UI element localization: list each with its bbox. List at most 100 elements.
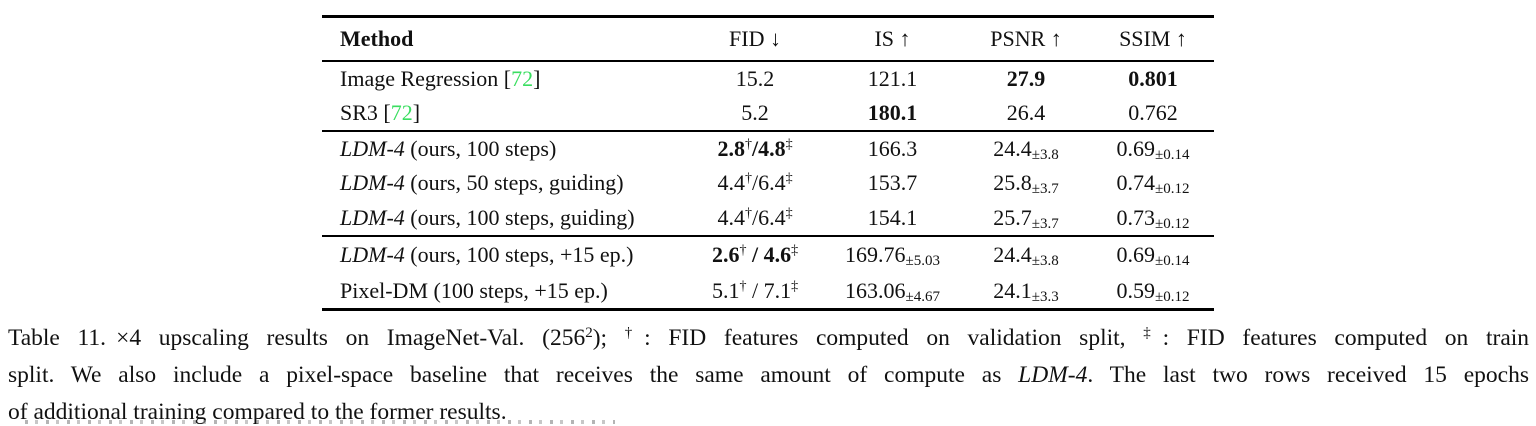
ssim-std: ±0.12 <box>1155 288 1190 305</box>
dagger-icon: † <box>739 243 747 258</box>
dagger-icon: † <box>744 136 752 152</box>
cell-ssim: 0.69±0.14 <box>1092 237 1214 273</box>
cell-fid: 4.4†/6.4‡ <box>685 166 825 201</box>
section-baselines: Image Regression [72] 15.2 121.1 27.9 0.… <box>322 62 1214 130</box>
table-top-rule <box>322 15 1214 18</box>
method-label: (ours, 100 steps, guiding) <box>404 204 635 230</box>
cell-is: 121.1 <box>867 65 918 91</box>
caption-text: ×4 upscaling results on ImageNet-Val. (2… <box>116 325 586 351</box>
cell-ssim: 0.73±0.12 <box>1092 201 1214 236</box>
ssim-std: ±0.14 <box>1155 253 1190 269</box>
psnr-value: 24.4 <box>993 242 1032 267</box>
ssim-value: 0.69 <box>1116 242 1156 267</box>
cell-is: 163.06±4.67 <box>825 273 960 309</box>
fid-value: 6.4 <box>758 170 786 195</box>
table-caption: Table 11. ×4 upscaling results on ImageNe… <box>8 320 1529 426</box>
cell-fid: 4.4†/6.4‡ <box>685 201 825 236</box>
fid-value: 4.4 <box>717 204 745 230</box>
method-label: (ours, 100 steps, +15 ep.) <box>404 242 634 267</box>
dagger-icon: † <box>744 205 752 221</box>
cell-ssim: 0.762 <box>1128 99 1178 125</box>
caption-ldm4-italic: LDM-4 <box>1018 362 1088 388</box>
dagger-icon: † <box>739 278 747 294</box>
double-dagger-icon: ‡ <box>785 136 793 152</box>
method-label: (ours, 50 steps, guiding) <box>404 170 624 195</box>
ssim-std: ±0.14 <box>1155 146 1190 163</box>
row-sr3: SR3 [72] 5.2 180.1 26.4 0.762 <box>322 96 1214 130</box>
cell-is: 166.3 <box>867 135 918 161</box>
cell-ssim: 0.69±0.14 <box>1092 132 1214 167</box>
cell-fid: 5.2 <box>741 99 769 125</box>
fid-value: 5.1 <box>711 277 740 303</box>
cell-method: LDM-4 (ours, 100 steps, +15 ep.) <box>322 237 685 273</box>
header-fid: FID ↓ <box>729 26 781 51</box>
cell-psnr: 25.8±3.7 <box>960 166 1092 201</box>
fid-separator: / <box>751 170 759 195</box>
header-is: IS ↑ <box>874 26 911 51</box>
cell-psnr: 27.9 <box>1006 65 1046 91</box>
ssim-std: ±0.12 <box>1155 215 1190 232</box>
header-ssim: SSIM ↑ <box>1119 26 1187 51</box>
row-ldm4-100-steps-15ep: LDM-4 (ours, 100 steps, +15 ep.) 2.6† / … <box>322 237 1214 273</box>
cell-psnr: 24.4±3.8 <box>960 132 1092 167</box>
table-header-row: Method FID ↓ IS ↑ PSNR ↑ SSIM ↑ <box>322 18 1214 60</box>
cell-is: 169.76±5.03 <box>825 237 960 273</box>
cell-is: 180.1 <box>867 99 918 125</box>
dagger-icon: † <box>624 325 645 341</box>
caption-text: ); <box>592 325 625 351</box>
psnr-std: ±3.7 <box>1031 215 1059 232</box>
cell-psnr: 25.7±3.7 <box>960 201 1092 236</box>
citation-link-72[interactable]: 72 <box>511 65 534 91</box>
fid-value: 7.1 <box>763 277 792 303</box>
double-dagger-icon: ‡ <box>785 171 793 186</box>
header-rule <box>322 60 1214 62</box>
caption-text: split. We also include a pixel-space bas… <box>8 362 1019 388</box>
fid-separator: / <box>746 242 764 267</box>
ssim-value: 0.59 <box>1116 277 1156 303</box>
cell-method: Pixel-DM (100 steps, +15 ep.) <box>322 273 685 309</box>
cell-method: LDM-4 (ours, 50 steps, guiding) <box>322 166 685 201</box>
citation-link-72[interactable]: 72 <box>390 99 413 125</box>
fid-separator: / <box>751 204 759 230</box>
table-bottom-rule <box>322 308 1214 311</box>
citation-bracket: ] <box>412 99 421 125</box>
cell-method: Image Regression [72] <box>322 62 685 96</box>
method-label: (ours, 100 steps) <box>404 135 557 161</box>
is-value: 169.76 <box>845 242 906 267</box>
fid-value: 4.8 <box>758 135 786 161</box>
row-ldm4-50-steps-guiding: LDM-4 (ours, 50 steps, guiding) 4.4†/6.4… <box>322 166 1214 201</box>
method-label-italic: LDM-4 <box>340 204 405 230</box>
section-ldm: LDM-4 (ours, 100 steps) 2.8†/4.8‡ 166.3 … <box>322 132 1214 236</box>
header-method: Method <box>340 26 414 51</box>
superscript-2: 2 <box>585 325 593 341</box>
citation-bracket: ] <box>533 65 541 91</box>
cell-fid: 5.1† / 7.1‡ <box>685 273 825 309</box>
cell-fid: 15.2 <box>735 65 775 91</box>
fid-value: 4.4 <box>717 170 745 195</box>
cell-is: 153.7 <box>867 170 918 195</box>
fid-value: 2.8 <box>717 135 745 161</box>
psnr-std: ±3.8 <box>1031 253 1059 269</box>
is-std: ±4.67 <box>905 288 940 305</box>
caption-text: : FID features computed on validation sp… <box>644 325 1144 351</box>
citation-bracket: [ <box>383 99 391 125</box>
section-rule <box>322 129 1214 132</box>
cell-is: 154.1 <box>867 204 918 230</box>
caption-line-1: Table 11. ×4 upscaling results on ImageNe… <box>8 320 1529 357</box>
cell-ssim: 0.801 <box>1128 65 1178 91</box>
method-label: SR3 <box>340 99 384 125</box>
psnr-value: 25.7 <box>993 204 1032 230</box>
fid-separator: / <box>746 277 764 303</box>
row-image-regression: Image Regression [72] 15.2 121.1 27.9 0.… <box>322 62 1214 96</box>
cell-ssim: 0.59±0.12 <box>1092 273 1214 309</box>
fid-value: 2.6 <box>711 242 740 267</box>
double-dagger-icon: ‡ <box>1143 325 1163 341</box>
ssim-value: 0.74 <box>1116 170 1156 195</box>
psnr-value: 25.8 <box>993 170 1032 195</box>
cell-method: LDM-4 (ours, 100 steps) <box>322 132 685 167</box>
caption-text: : FID features computed on train <box>1162 325 1530 351</box>
method-label-italic: LDM-4 <box>340 135 405 161</box>
cell-fid: 2.6† / 4.6‡ <box>685 237 825 273</box>
section-extra-epochs: LDM-4 (ours, 100 steps, +15 ep.) 2.6† / … <box>322 237 1214 308</box>
